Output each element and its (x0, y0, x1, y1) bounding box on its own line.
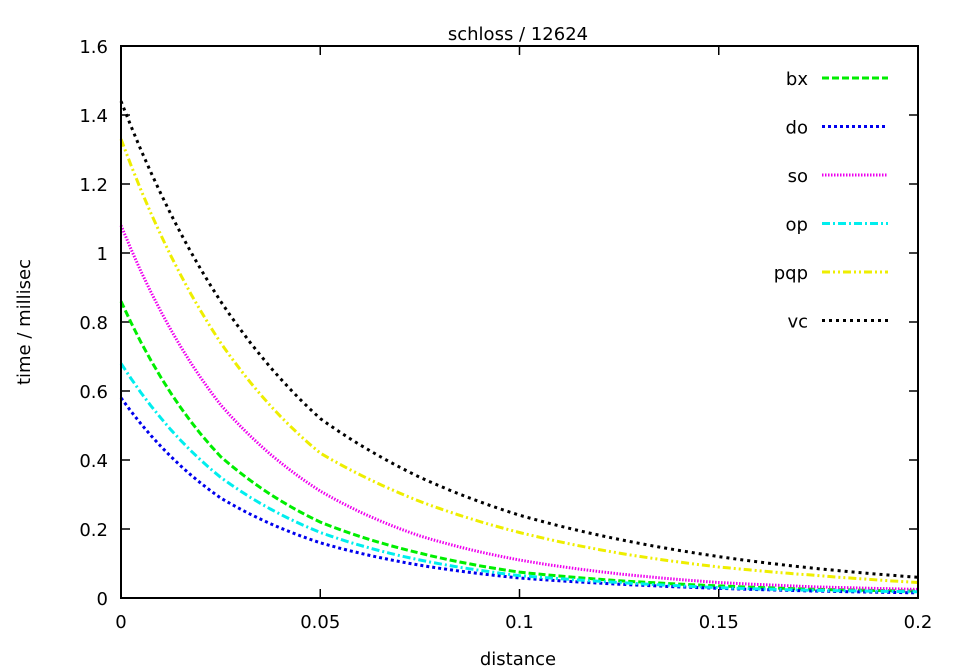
plot-frame (120, 45, 919, 599)
chart-title: schloss / 12624 (448, 24, 588, 45)
series-line-op (119, 362, 919, 594)
series-line-so (119, 224, 919, 591)
series-line-vc (119, 100, 919, 579)
y-tick-label: 1.2 (79, 175, 108, 196)
legend-label-so: so (788, 166, 808, 187)
series-line-do (119, 397, 919, 595)
legend-label-bx: bx (786, 69, 808, 90)
y-tick-label: 1.4 (79, 106, 108, 127)
series-line-pqp (119, 138, 919, 584)
x-tick-label: 0.2 (904, 612, 933, 633)
legend-label-vc: vc (787, 312, 808, 333)
legend-label-do: do (786, 118, 808, 139)
x-tick-label: 0 (115, 612, 126, 633)
series-line-bx (119, 300, 919, 593)
x-tick-label: 0.1 (505, 612, 534, 633)
y-tick-label: 0.2 (79, 520, 108, 541)
x-tick-label: 0.05 (300, 612, 340, 633)
legend-label-pqp: pqp (774, 263, 808, 284)
y-tick-label: 0.6 (79, 382, 108, 403)
y-tick-label: 0.8 (79, 313, 108, 334)
y-tick-label: 0.4 (79, 451, 108, 472)
x-tick-label: 0.15 (699, 612, 739, 633)
y-tick-label: 1 (97, 244, 108, 265)
x-axis-label: distance (480, 649, 556, 670)
y-tick-label: 0 (97, 589, 108, 610)
y-axis-label: time / millisec (14, 259, 35, 385)
y-tick-label: 1.6 (79, 37, 108, 58)
legend-label-op: op (786, 215, 808, 236)
